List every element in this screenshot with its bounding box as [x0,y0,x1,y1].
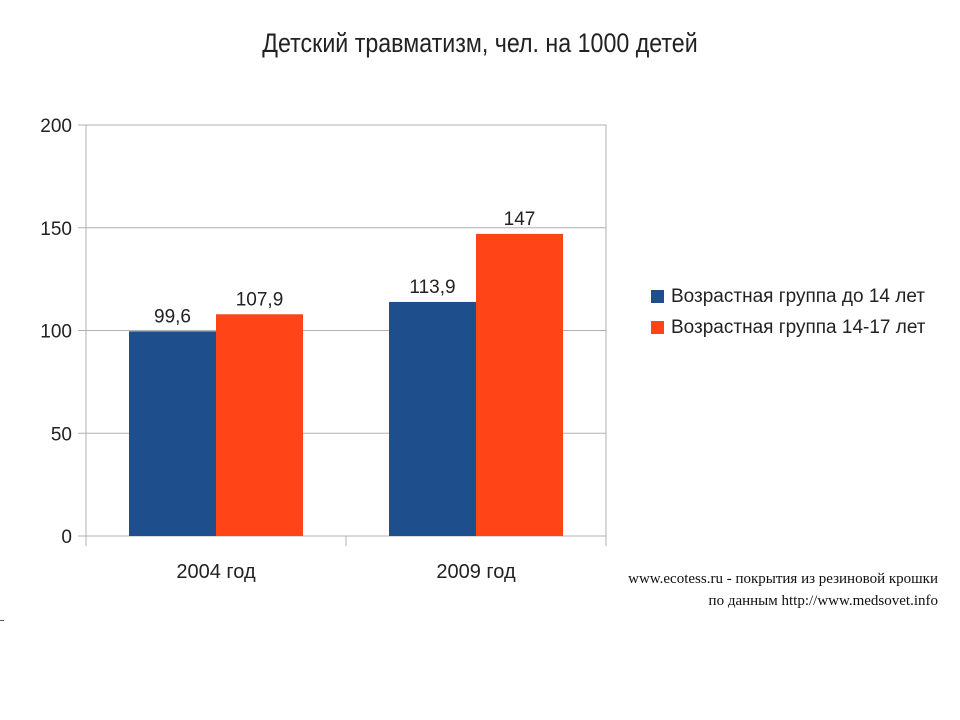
legend-item-14-17: Возрастная группа 14-17 лет [651,312,926,343]
bar-0-0 [129,331,216,536]
x-category-label-1: 2009 год [436,561,516,583]
y-tick-label-100: 100 [40,322,72,343]
y-tick-label-150: 150 [40,219,72,240]
data-label-1-0: 113,9 [409,277,455,298]
y-tick-label-50: 50 [51,424,72,445]
legend-swatch-under-14 [651,290,664,303]
legend-label-14-17: Возрастная группа 14-17 лет [671,316,926,338]
credit-line-2: по данным http://www.medsovet.info [708,593,938,609]
data-label-0-1: 107,9 [236,289,284,310]
data-label-0-0: 99,6 [154,306,191,327]
data-label-1-1: 147 [504,209,536,230]
legend: Возрастная группа до 14 лет Возрастная г… [651,281,926,343]
bar-1-0 [389,301,476,536]
credit-line-1: www.ecotess.ru - покрытия из резиновой к… [628,571,938,587]
y-tick-label-0: 0 [61,527,72,548]
x-category-label-0: 2004 год [176,561,256,583]
chart-title: Детский травматизм, чел. на 1000 детей [262,28,698,58]
legend-item-under-14: Возрастная группа до 14 лет [651,281,926,312]
source-credit: www.ecotess.ru - покрытия из резиновой к… [628,568,938,612]
stray-mark [0,620,4,621]
legend-label-under-14: Возрастная группа до 14 лет [671,285,925,307]
bar-1-1 [476,233,563,537]
y-tick-label-200: 200 [40,116,72,137]
legend-swatch-14-17 [651,321,664,334]
bar-0-1 [216,314,303,536]
